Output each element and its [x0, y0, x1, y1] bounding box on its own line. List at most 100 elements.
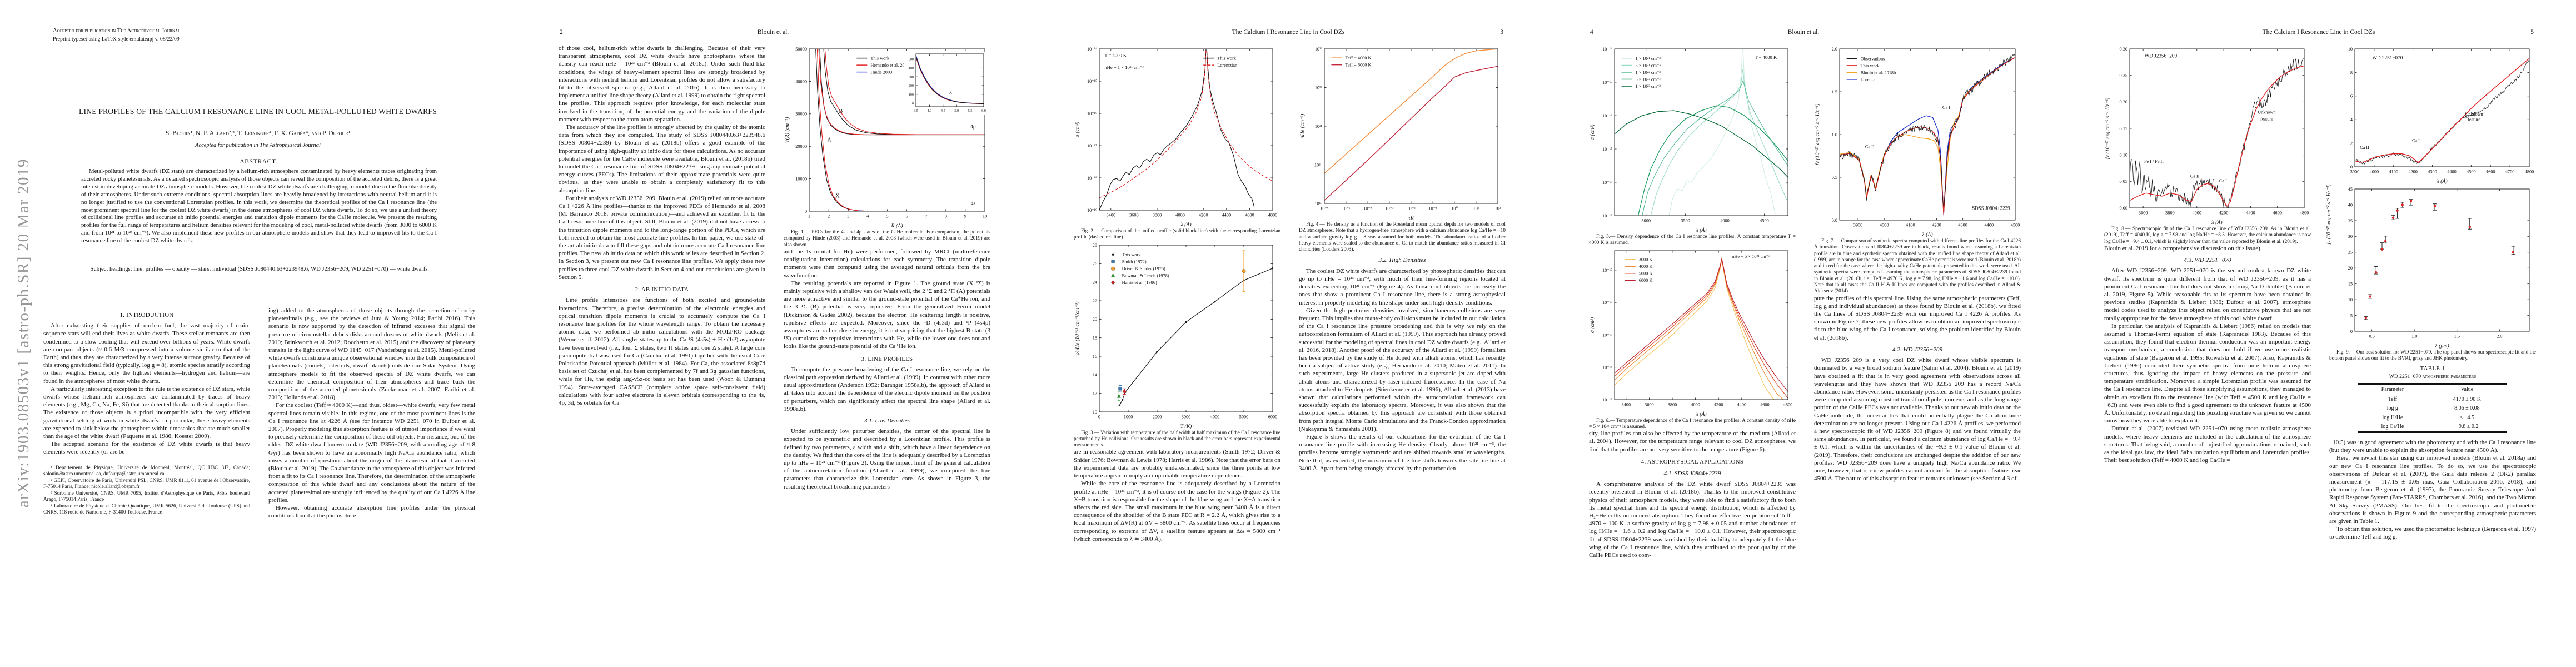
- subsection-heading-wd-j2356: 4.2. WD J2356−209: [1892, 346, 1942, 353]
- svg-text:26: 26: [1093, 261, 1097, 266]
- svg-text:3600: 3600: [1645, 402, 1654, 407]
- abstract-text: Metal-polluted white dwarfs (DZ stars) a…: [81, 168, 437, 245]
- svg-text:2: 2: [828, 213, 830, 218]
- svg-text:feature: feature: [2468, 117, 2480, 122]
- svg-text:10⁻⁴: 10⁻⁴: [1363, 206, 1372, 211]
- svg-text:10¹: 10¹: [1473, 206, 1479, 211]
- svg-text:10: 10: [2348, 47, 2353, 52]
- paper-title: LINE PROFILES OF THE CALCIUM I RESONANCE…: [79, 107, 437, 116]
- svg-text:3000: 3000: [1641, 218, 1651, 223]
- svg-text:WD 2251−070: WD 2251−070: [2372, 55, 2403, 61]
- svg-text:200: 200: [909, 84, 914, 88]
- page-4: 4 Blouin et al. 3000 3500 4000 4500 10⁻¹⁹ 10⁻…: [1546, 0, 2061, 667]
- svg-text:Ca II: Ca II: [1865, 145, 1875, 150]
- body-paragraph: pute the profiles of this spectral line.…: [1814, 295, 2021, 341]
- page-number: 3: [1500, 29, 1503, 36]
- svg-text:Unknown: Unknown: [2465, 112, 2483, 117]
- figure-9-bottom-photometry-plot: 0.5 1.0 1.5 2.0 0 5 10 15 20 25 30 35 40 45 λ (μm): [2329, 185, 2535, 349]
- svg-text:20: 20: [1093, 317, 1097, 322]
- svg-text:3800: 3800: [1153, 212, 1162, 217]
- svg-text:4300: 4300: [1958, 222, 1967, 227]
- intro-paragraph: For the coolest (Teff ≈ 4000 K)—and thus…: [268, 402, 475, 504]
- author-list: S. Blouin¹, N. F. Allard²,³, T. Leininge…: [165, 130, 351, 137]
- svg-text:4200: 4200: [1199, 212, 1208, 217]
- intro-paragraph: A particularly interesting exception to …: [43, 385, 250, 440]
- svg-text:4600: 4600: [1760, 402, 1770, 407]
- svg-text:6: 6: [905, 213, 908, 218]
- svg-text:3600: 3600: [2139, 210, 2148, 215]
- svg-text:4800: 4800: [1268, 212, 1278, 217]
- svg-text:Ca I: Ca I: [1942, 105, 1950, 110]
- preprint-note: Preprint typeset using LaTeX style emula…: [53, 36, 180, 42]
- svg-text:10⁻¹⁸: 10⁻¹⁸: [1602, 180, 1612, 185]
- svg-text:Smith (1972): Smith (1972): [1122, 259, 1147, 264]
- svg-text:This work: This work: [870, 56, 890, 61]
- svg-text:10²: 10²: [1495, 206, 1501, 211]
- body-paragraph: The coolest DZ white dwarfs are characte…: [1299, 267, 1506, 306]
- svg-text:10⁻⁶: 10⁻⁶: [1320, 206, 1329, 211]
- svg-text:X: X: [835, 193, 840, 199]
- svg-text:0.15: 0.15: [2119, 126, 2127, 131]
- svg-text:3400: 3400: [1622, 402, 1631, 407]
- svg-text:Bowman & Lewis (1978): Bowman & Lewis (1978): [1122, 273, 1169, 278]
- figure-8-wd-j2356-fit-plot: 3600 3800 4000 4200 4400 4600 4800 0.00 0.05 0.10…: [2104, 44, 2310, 226]
- svg-text:T = 4000 K: T = 4000 K: [1104, 53, 1127, 58]
- table-row: Teff 4170 ± 90 K: [2358, 395, 2507, 405]
- svg-text:50000: 50000: [795, 47, 807, 52]
- figure-9-caption: Fig. 9.— Our best solution for WD 2251−0…: [2329, 349, 2536, 361]
- svg-text:4400: 4400: [1985, 222, 1994, 227]
- svg-text:SDSS J0804+2239: SDSS J0804+2239: [1972, 206, 2010, 211]
- svg-text:1.0: 1.0: [2411, 334, 2417, 339]
- svg-text:4800: 4800: [1783, 402, 1793, 407]
- page5-left-column: 3600 3800 4000 4200 4400 4600 4800 0.00 0.05 0.10…: [2104, 44, 2311, 640]
- subsection-heading-sdss-j0804: 4.1. SDSS J0804+2239: [1663, 470, 1721, 477]
- svg-text:feature: feature: [2260, 117, 2273, 122]
- svg-text:5: 5: [2350, 313, 2353, 318]
- svg-text:6000: 6000: [1268, 414, 1278, 419]
- svg-text:nHe (cm⁻³): nHe (cm⁻³): [1299, 114, 1306, 139]
- figure-1-caption: Fig. 1.— PECs for the 4s and 4p states o…: [784, 229, 990, 247]
- svg-text:V(R) (cm⁻¹): V(R) (cm⁻¹): [784, 117, 790, 143]
- body-paragraph: are in reasonable agreement with laborat…: [1074, 449, 1280, 480]
- arxiv-watermark: arXiv:1903.08503v1 [astro-ph.SR] 20 Mar …: [14, 158, 32, 508]
- svg-text:4600: 4600: [2486, 169, 2495, 174]
- svg-text:40000: 40000: [795, 79, 807, 84]
- affiliation-footnote-4: ⁴ Laboratoire de Physique et Chimie Quan…: [43, 502, 250, 515]
- svg-text:5 × 10²² cm⁻³: 5 × 10²² cm⁻³: [1635, 77, 1661, 82]
- svg-text:B: B: [839, 108, 843, 115]
- svg-text:10⁻¹⁴: 10⁻¹⁴: [1602, 47, 1612, 52]
- svg-text:10: 10: [1093, 409, 1097, 414]
- svg-text:R (Å): R (Å): [891, 222, 903, 229]
- figure-4-he-density-optical-depth-plot: 10⁻⁶ 10⁻⁵ 10⁻⁴ 10⁻³ 10⁻² 10⁻¹ 10⁰ 10¹ 10² 10¹⁹ 10²…: [1299, 44, 1503, 221]
- page-number: 4: [1590, 29, 1593, 36]
- body-paragraph: In particular, the analysis of Kapranidi…: [2104, 322, 2311, 425]
- svg-text:Teff = 4000 K: Teff = 4000 K: [1345, 56, 1371, 61]
- svg-text:nHe = 5 × 10²¹ cm⁻³: nHe = 5 × 10²¹ cm⁻³: [1732, 253, 1770, 258]
- svg-text:4000: 4000: [2370, 169, 2379, 174]
- subsection-heading-low-densities: 3.1. Low Densities: [864, 417, 910, 424]
- figure-6-temperature-dependence-plot: 3400 3600 3800 4000 4200 4400 4600 4800 10⁻¹⁹ 10⁻…: [1589, 246, 1793, 417]
- svg-text:Unknown: Unknown: [2258, 109, 2275, 115]
- svg-text:14: 14: [1093, 372, 1098, 377]
- svg-text:Lorentz: Lorentz: [1861, 77, 1875, 82]
- page-number: 2: [560, 29, 563, 36]
- svg-text:σ (cm²): σ (cm²): [1590, 317, 1596, 333]
- svg-text:Ca I: Ca I: [2412, 138, 2420, 143]
- svg-text:0.5: 0.5: [1832, 175, 1837, 180]
- svg-text:4.0: 4.0: [928, 109, 932, 113]
- running-head-title: The Calcium I Resonance Line in Cool DZs: [2262, 29, 2375, 36]
- svg-text:10000: 10000: [795, 177, 807, 182]
- svg-text:2: 2: [2350, 141, 2353, 146]
- figure-8-caption: Fig. 8.— Spectroscopic fit of the Ca I r…: [2104, 226, 2311, 244]
- svg-text:Hinde 2003: Hinde 2003: [870, 70, 892, 75]
- body-paragraph: After WD J2356−209, WD 2251−070 is the s…: [2104, 267, 2311, 322]
- svg-text:0.00: 0.00: [2119, 206, 2127, 211]
- table-row: log g 8.06 ± 0.08: [2358, 404, 2507, 413]
- svg-text:10⁻¹⁹: 10⁻¹⁹: [1602, 213, 1612, 218]
- svg-text:10⁻²: 10⁻²: [1407, 206, 1416, 211]
- svg-text:6: 6: [2350, 94, 2353, 99]
- svg-text:35: 35: [2348, 218, 2353, 223]
- svg-text:4200: 4200: [2219, 210, 2229, 215]
